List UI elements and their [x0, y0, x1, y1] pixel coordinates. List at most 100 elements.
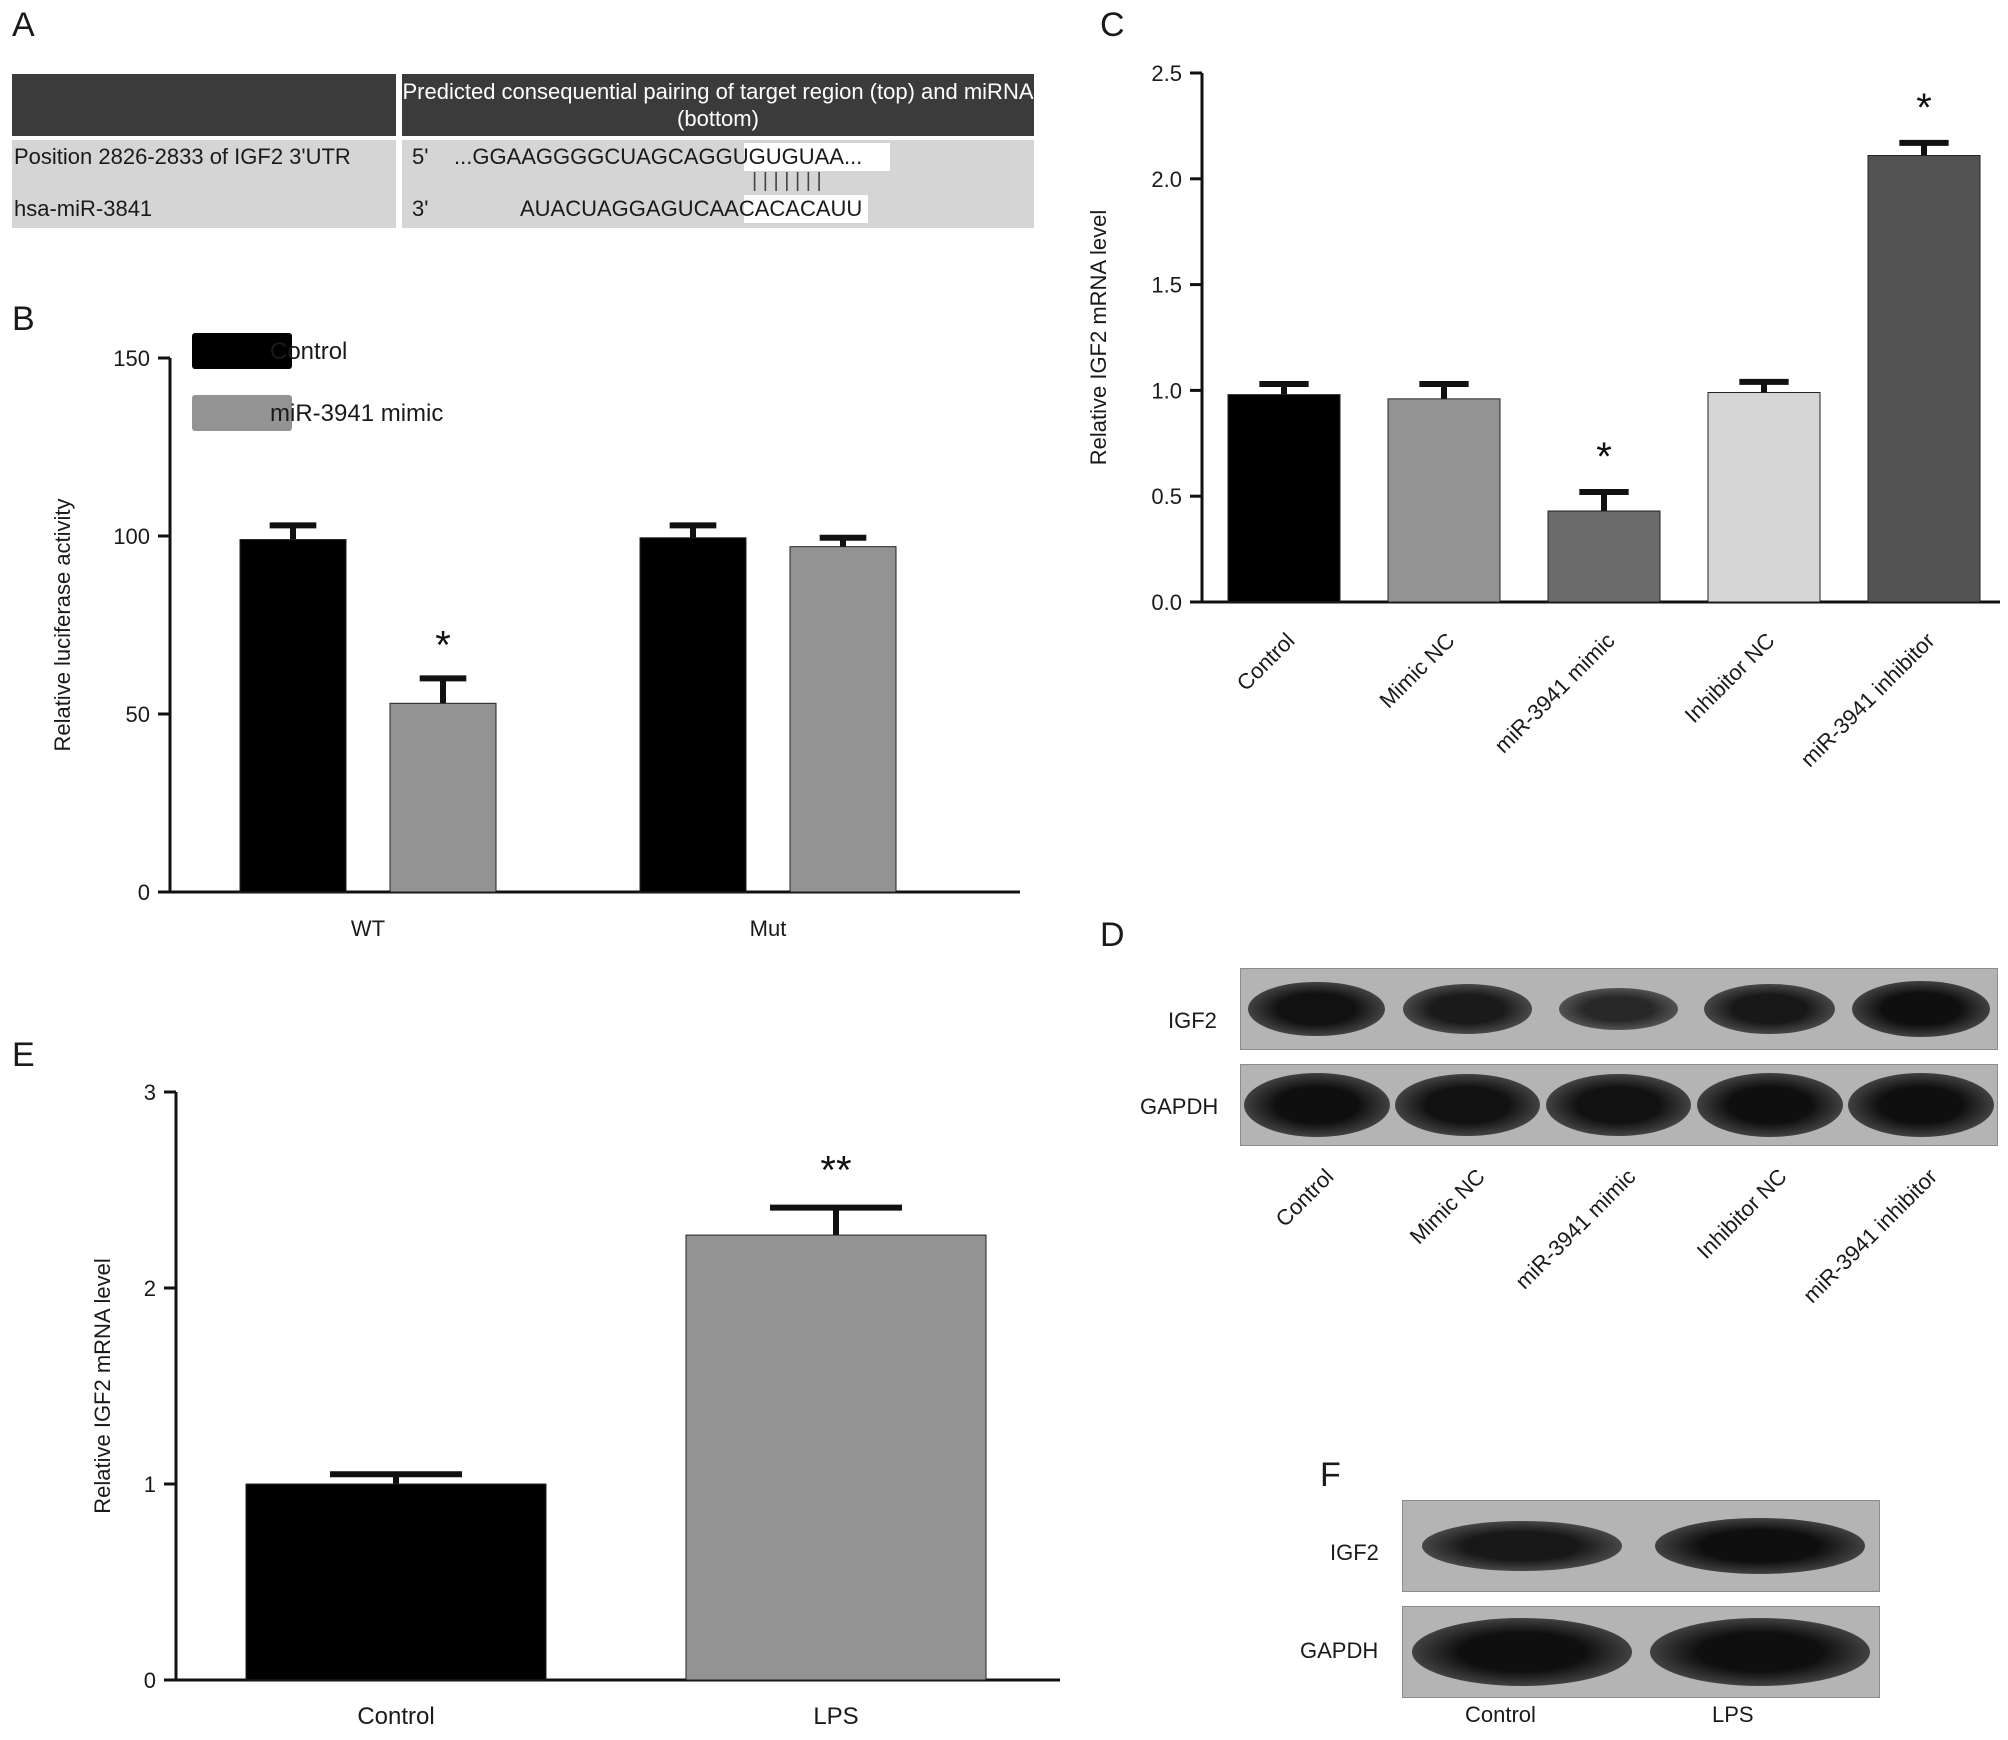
blot-d-igf2-band [1851, 981, 1990, 1037]
chart-c-inhibitor-nc-bar [1707, 392, 1821, 603]
chart-b-legend-swatch-control [192, 333, 292, 369]
blot-d-lane-label: miR-3941 inhibitor [1798, 1163, 1943, 1308]
panel-label-a: A [12, 6, 35, 44]
chart-e-control-bar [245, 1483, 547, 1681]
mirna-seq-pre: AUACUAGGAGUCAA [520, 196, 739, 221]
chart-c-mir-3941-mimic-bar [1547, 510, 1661, 603]
chart-c-significance-marker: * [1596, 435, 1612, 479]
blot-f-gapdh-strip [1402, 1606, 1880, 1698]
blot-d-igf2-label: IGF2 [1168, 1008, 1217, 1033]
chart-c-y-tick-label: 2.0 [1151, 167, 1182, 192]
target-sequence: ...GGAAGGGGCUAGCAGGUGUGUAA... [454, 144, 862, 170]
blot-f-igf2-band [1422, 1520, 1622, 1572]
chart-c-x-tick-label: Inhibitor NC [1680, 628, 1780, 728]
chart-b-x-tick-label: WT [351, 916, 385, 941]
chart-c-igf2-mrna: 0.0 0.5 1.0 1.5 2.0 2.5 Relative IGF2 mRNA lev… [1090, 61, 2000, 772]
seed-highlight-top [744, 143, 890, 171]
blot-f: IGF2 GAPDH Control LPS [1290, 1500, 1890, 1730]
blot-f-lane-lps: LPS [1712, 1702, 1754, 1727]
chart-b-luciferase: 0 50 100 150 Relative luciferase activity WT M… [50, 333, 1020, 941]
chart-c-control-bar [1227, 394, 1341, 603]
mirna-seq-match: CACACAUU [738, 196, 863, 221]
chart-c-y-tick-label: 0.5 [1151, 484, 1182, 509]
chart-b-wt-control-bar [239, 539, 347, 893]
panel-label-c: C [1100, 6, 1125, 44]
chart-e-lps-bar [685, 1234, 987, 1681]
blot-d-igf2-band [1248, 981, 1385, 1037]
chart-c-x-tick-label: miR-3941 mimic [1489, 628, 1619, 758]
blot-f-igf2-label: IGF2 [1330, 1540, 1379, 1565]
chart-c-y-tick-label: 1.5 [1151, 273, 1182, 298]
target-seq-post: ... [843, 144, 863, 169]
blot-d-gapdh-band [1696, 1073, 1843, 1137]
chart-b-y-tick-label: 50 [126, 702, 150, 727]
table-header-text: Predicted consequential pairing of targe… [402, 79, 1034, 131]
chart-b-legend-label-mir-3941-mimic: miR-3941 mimic [270, 400, 443, 427]
mirna-prime: 3' [412, 196, 429, 221]
chart-b-y-axis-title: Relative luciferase activity [50, 498, 75, 751]
blot-d-gapdh-label: GAPDH [1140, 1094, 1219, 1119]
chart-e-igf2-mrna-lps: 0 1 2 3 Relative IGF2 mRNA level Control LPS ** [90, 1080, 1060, 1730]
pairing-bars: | | | | | | | [752, 170, 822, 192]
blot-f-gapdh-band [1412, 1618, 1632, 1686]
blot-d-lane-label: Mimic NC [1404, 1163, 1490, 1249]
chart-b-mut-mir-3941-mimic-bar [789, 546, 897, 893]
blot-d-lane-label: Control [1270, 1163, 1339, 1232]
blot-f-gapdh-band [1650, 1618, 1870, 1686]
chart-c-mir-3941-inhibitor-bar [1867, 155, 1981, 603]
panel-label-e: E [12, 1036, 35, 1074]
sequence-pairing-table: Predicted consequential pairing of targe… [12, 74, 1034, 228]
chart-e-x-tick-label: Control [357, 1703, 434, 1730]
blot-d-lane-label: miR-3941 mimic [1510, 1163, 1641, 1294]
blot-d-igf2-band [1558, 987, 1678, 1031]
blot-f-gapdh-label: GAPDH [1300, 1638, 1379, 1663]
chart-b-significance-marker: * [435, 623, 451, 667]
seed-highlight-bottom [744, 195, 868, 223]
blot-f-lane-control: Control [1465, 1702, 1536, 1727]
chart-b-legend-label-control: Control [270, 338, 347, 365]
chart-b-mut-control-bar [639, 537, 747, 893]
chart-e-x-tick-label: LPS [813, 1703, 858, 1730]
mirna-sequence: AUACUAGGAGUCAACACACAUU [520, 196, 862, 222]
chart-e-y-tick-label: 0 [144, 1668, 156, 1693]
blot-d-gapdh-band [1395, 1073, 1540, 1137]
panel-label-f: F [1320, 1456, 1341, 1494]
table-header-left [12, 74, 396, 136]
chart-b-y-tick-label: 150 [113, 346, 150, 371]
chart-e-significance-marker: ** [820, 1149, 851, 1193]
panel-label-b: B [12, 300, 35, 338]
chart-e-y-tick-label: 2 [144, 1276, 156, 1301]
blot-d: IGF2 GAPDH Control Mimic NC miR-3941 mimic… [1100, 960, 2000, 1360]
blot-d-igf2-band [1402, 984, 1533, 1034]
chart-b-y-tick-label: 0 [138, 880, 150, 905]
chart-b-y-tick-label: 100 [113, 524, 150, 549]
panel-label-d: D [1100, 916, 1125, 954]
chart-e-y-axis-title: Relative IGF2 mRNA level [90, 1258, 115, 1514]
blot-d-gapdh-strip [1240, 1064, 1998, 1146]
chart-c-y-tick-label: 2.5 [1151, 61, 1182, 86]
blot-d-gapdh-band [1546, 1073, 1691, 1137]
blot-d-igf2-band [1703, 983, 1836, 1035]
target-seq-match: GUGUGUAA [715, 144, 844, 169]
chart-e-y-tick-label: 1 [144, 1472, 156, 1497]
blot-d-igf2-strip [1240, 968, 1998, 1050]
table-body-right: 5' ...GGAAGGGGCUAGCAGGUGUGUAA... | | | |… [402, 140, 1034, 228]
chart-c-significance-marker: * [1916, 86, 1932, 130]
blot-f-igf2-strip [1402, 1500, 1880, 1592]
chart-b-legend-swatch-mir-3941-mimic [192, 395, 292, 431]
chart-c-x-tick-label: miR-3941 inhibitor [1796, 628, 1940, 772]
chart-e-y-tick-label: 3 [144, 1080, 156, 1105]
target-prime: 5' [412, 144, 429, 169]
table-body-left: Position 2826-2833 of IGF2 3'UTR hsa-miR… [12, 140, 396, 228]
target-seq-pre: ...GGAAGGGGCUAGCAG [454, 144, 716, 169]
chart-c-mimic-nc-bar [1387, 398, 1501, 603]
blot-d-lane-label: Inhibitor NC [1691, 1163, 1792, 1264]
mirna-row-label: hsa-miR-3841 [14, 196, 153, 221]
chart-c-x-tick-label: Control [1232, 628, 1300, 696]
blot-d-gapdh-band [1847, 1073, 1994, 1137]
chart-b-wt-mir-3941-mimic-bar [389, 702, 497, 893]
chart-c-y-axis-title: Relative IGF2 mRNA level [1090, 210, 1111, 466]
blot-f-igf2-band [1655, 1518, 1865, 1574]
chart-c-x-tick-label: Mimic NC [1374, 628, 1459, 713]
blot-d-gapdh-band [1243, 1073, 1390, 1137]
